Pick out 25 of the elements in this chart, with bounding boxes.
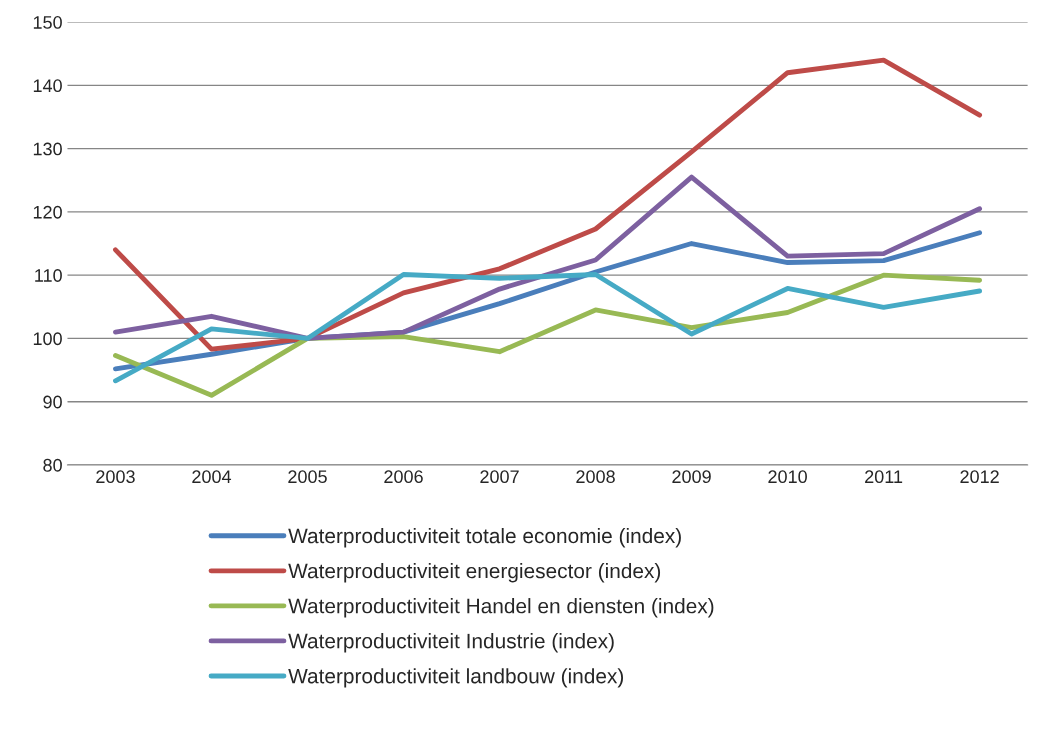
x-tick-label: 2010 [768, 470, 807, 484]
x-tick-label: 2008 [576, 470, 615, 484]
line-series [113, 174, 983, 341]
x-tick-label: 2005 [288, 470, 327, 484]
legend-label: Waterproductiviteit Handel en diensten (index) [288, 598, 714, 618]
y-tick-label: 110 [35, 269, 62, 282]
y-tick-label: 130 [33, 142, 62, 156]
legend-label: Waterproductiviteit landbouw (index) [288, 668, 624, 688]
x-tick-label: 2012 [960, 470, 999, 484]
legend-label: Waterproductiviteit totale economie (index) [288, 527, 681, 548]
y-tick-label: 80 [43, 458, 62, 472]
x-tick-label: 2007 [480, 470, 519, 484]
y-tick-label: 150 [33, 16, 62, 29]
y-tick-label: 90 [43, 395, 62, 409]
x-tick-label: 2004 [192, 470, 232, 484]
y-tick-label: 120 [33, 205, 62, 219]
y-tick-label: 100 [33, 332, 62, 346]
x-tick-label: 2006 [384, 470, 423, 484]
legend-label: Waterproductiviteit Industrie (index) [288, 633, 614, 653]
legend-label: Waterproductiviteit energiesector (index) [288, 563, 661, 583]
line-series [113, 57, 983, 352]
x-tick-label: 2011 [865, 470, 903, 484]
x-tick-label: 2003 [96, 470, 135, 484]
y-tick-label: 140 [33, 79, 62, 93]
x-tick-label: 2009 [672, 470, 711, 484]
